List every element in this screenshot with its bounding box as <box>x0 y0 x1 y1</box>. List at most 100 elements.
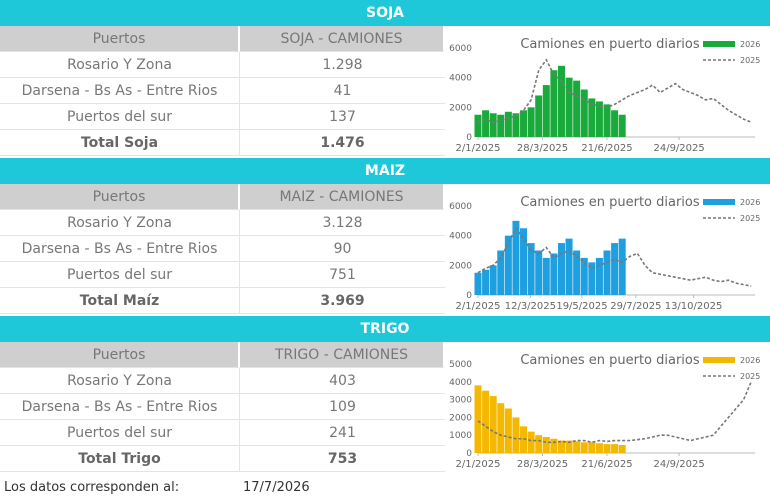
bar <box>603 250 611 295</box>
bar <box>542 436 550 453</box>
chart-title: Camiones en puerto diarios <box>520 195 700 210</box>
bar <box>580 89 588 137</box>
bar <box>588 442 596 453</box>
bar <box>573 441 581 453</box>
bar <box>542 85 550 137</box>
table-cell: 241 <box>240 420 445 446</box>
bar <box>550 70 558 137</box>
table-cell: Puertos del sur <box>0 420 240 446</box>
bar <box>489 113 497 137</box>
x-tick-label: 28/3/2025 <box>517 459 568 470</box>
column-header: Puertos <box>0 184 240 210</box>
legend-label: 2026 <box>740 198 760 207</box>
legend-swatch <box>703 41 735 47</box>
legend-swatch <box>703 357 735 363</box>
total-cell: Total Maíz <box>0 288 240 314</box>
y-tick-label: 4000 <box>449 74 472 84</box>
bar <box>603 444 611 453</box>
bar <box>489 396 497 453</box>
table-cell: 3.128 <box>240 210 445 236</box>
bar <box>557 440 565 453</box>
bar <box>527 107 535 137</box>
bar <box>504 235 512 295</box>
bar <box>474 114 482 137</box>
y-tick-label: 6000 <box>449 202 472 212</box>
bar <box>595 257 603 295</box>
section-title: MAIZ <box>0 158 770 184</box>
bar <box>611 110 619 137</box>
bar <box>557 243 565 295</box>
bar <box>618 114 626 137</box>
legend-label: 2026 <box>740 40 760 49</box>
bar <box>527 243 535 295</box>
bar <box>580 442 588 453</box>
column-header: SOJA - CAMIONES <box>240 26 445 52</box>
bar <box>557 65 565 137</box>
x-tick-label: 12/3/2025 <box>505 301 556 312</box>
bar <box>550 253 558 295</box>
table-cell: 90 <box>240 236 445 262</box>
bar <box>489 265 497 295</box>
table-cell: 41 <box>240 78 445 104</box>
bar <box>535 95 543 137</box>
table-cell: 137 <box>240 104 445 130</box>
bar <box>474 385 482 453</box>
bar <box>512 220 520 295</box>
table-cell: Rosario Y Zona <box>0 210 240 236</box>
y-tick-label: 4000 <box>449 378 472 388</box>
x-tick-label: 29/7/2025 <box>610 301 661 312</box>
bar <box>595 101 603 137</box>
footer-label: Los datos corresponden al: <box>4 480 180 495</box>
total-cell: Total Trigo <box>0 446 240 472</box>
column-header: TRIGO - CAMIONES <box>240 342 445 368</box>
bar <box>520 228 528 295</box>
x-tick-label: 19/5/2025 <box>556 301 607 312</box>
bar <box>573 250 581 295</box>
y-tick-label: 0 <box>466 449 472 459</box>
bar <box>504 408 512 453</box>
y-tick-label: 1000 <box>449 431 472 441</box>
bar <box>611 444 619 453</box>
table-cell: Darsena - Bs As - Entre Rios <box>0 394 240 420</box>
x-tick-label: 21/6/2025 <box>581 459 632 470</box>
total-cell: 753 <box>240 446 445 472</box>
bar <box>588 262 596 295</box>
legend-label: 2025 <box>740 56 760 65</box>
bar <box>542 257 550 295</box>
bar <box>497 114 505 137</box>
bar <box>565 77 573 137</box>
bar <box>482 269 490 295</box>
x-tick-label: 24/9/2025 <box>653 459 704 470</box>
line-series <box>477 58 752 123</box>
table-cell: Puertos del sur <box>0 104 240 130</box>
table-cell: 751 <box>240 262 445 288</box>
total-cell: 3.969 <box>240 288 445 314</box>
bar <box>482 390 490 453</box>
y-tick-label: 2000 <box>449 413 472 423</box>
y-tick-label: 5000 <box>449 360 472 370</box>
bar <box>565 238 573 295</box>
y-tick-label: 0 <box>466 133 472 143</box>
bar <box>482 110 490 137</box>
x-tick-label: 13/10/2025 <box>665 301 723 312</box>
bar <box>611 243 619 295</box>
table-cell: 403 <box>240 368 445 394</box>
y-tick-label: 2000 <box>449 261 472 271</box>
y-tick-label: 0 <box>466 291 472 301</box>
bar <box>474 272 482 295</box>
column-header: MAIZ - CAMIONES <box>240 184 445 210</box>
column-header: Puertos <box>0 342 240 368</box>
bar <box>520 426 528 453</box>
x-tick-label: 2/1/2025 <box>456 459 501 470</box>
bar <box>520 110 528 137</box>
bar <box>595 443 603 453</box>
legend-swatch <box>703 199 735 205</box>
table-cell: Rosario Y Zona <box>0 368 240 394</box>
x-tick-label: 24/9/2025 <box>653 143 704 154</box>
bar <box>603 104 611 137</box>
table-cell: 1.298 <box>240 52 445 78</box>
chart-title: Camiones en puerto diarios <box>520 353 700 368</box>
bar <box>535 435 543 453</box>
